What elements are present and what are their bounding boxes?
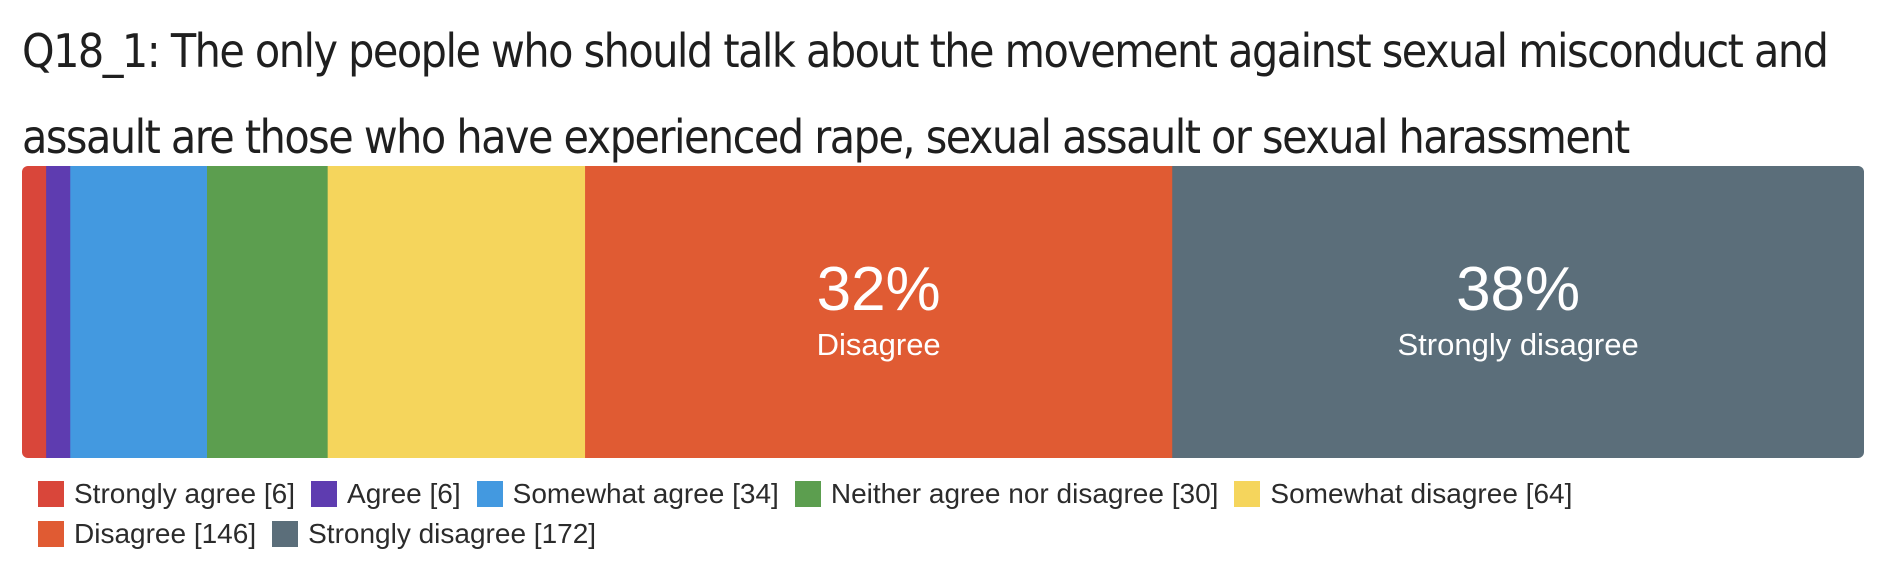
legend-swatch-somewhat-agree [476,481,503,507]
bar-segment-strongly-agree [22,166,47,458]
legend-swatch-disagree [38,521,64,547]
data-label-name-disagree: Disagree [817,327,941,362]
legend-row-2: Disagree [146] Strongly disagree [172] [38,514,1858,554]
legend-item-disagree: Disagree [146] [38,518,256,550]
legend-label-somewhat-agree: Somewhat agree [34] [512,478,779,509]
legend-row-1: Strongly agree [6] Agree [6] Somewhat ag… [38,474,1858,514]
legend-swatch-strongly-disagree [272,521,299,547]
bar-segment-disagree [585,166,1173,458]
legend-item-strongly-agree: Strongly agree [6] [38,478,295,510]
bar-segment-agree [46,166,71,458]
legend-item-somewhat-agree: Somewhat agree [34] [476,478,779,510]
legend-label-strongly-disagree: Strongly disagree [172] [308,518,597,549]
legend-label-somewhat-disagree: Somewhat disagree [64] [1270,478,1573,509]
bar-segment-somewhat-disagree [327,166,586,458]
legend-label-neither: Neither agree nor disagree [30] [830,478,1219,509]
chart-title-line-2: assault are those who have experienced r… [22,110,1630,164]
legend-label-strongly-agree: Strongly agree [6] [74,478,296,509]
legend-item-somewhat-disagree: Somewhat disagree [64] [1234,478,1572,510]
bar-segment-strongly-disagree [1172,166,1864,458]
legend-label-agree: Agree [6] [347,478,461,509]
chart-title: Q18_1: The only people who should talk a… [22,8,1872,180]
legend-swatch-neither [794,481,821,507]
data-label-percent-disagree: 32% [817,255,941,324]
legend-item-agree: Agree [6] [311,478,461,510]
data-label-name-strongly-disagree: Strongly disagree [1397,327,1638,362]
data-label-percent-strongly-disagree: 38% [1456,255,1580,324]
legend-item-neither: Neither agree nor disagree [30] [794,478,1219,510]
legend-swatch-agree [311,481,338,507]
legend-item-strongly-disagree: Strongly disagree [172] [272,518,596,550]
legend-swatch-strongly-agree [38,481,64,507]
bar-segments [22,166,1864,458]
legend-swatch-somewhat-disagree [1234,481,1261,507]
legend-label-disagree: Disagree [146] [74,518,257,549]
stacked-bar-chart: 32%Disagree 38%Strongly disagree [22,166,1864,458]
chart-title-line-1: Q18_1: The only people who should talk a… [22,24,1829,78]
bar-segment-neither-agree-nor-disagree [207,166,329,458]
chart-legend: Strongly agree [6] Agree [6] Somewhat ag… [38,474,1858,554]
bar-segment-somewhat-agree [70,166,208,458]
